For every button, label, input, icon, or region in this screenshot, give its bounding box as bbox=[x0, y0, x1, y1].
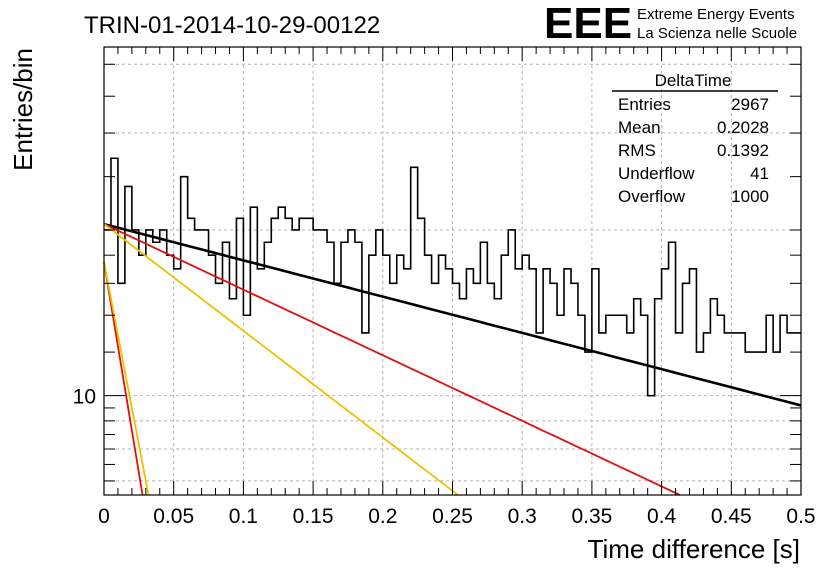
x-tick-label: 0.3 bbox=[508, 505, 537, 528]
x-tick-label: 0 bbox=[98, 505, 110, 528]
x-tick-label: 0.35 bbox=[571, 505, 612, 528]
fit-curve-1 bbox=[103, 222, 802, 407]
stats-label-rms: RMS bbox=[618, 141, 656, 160]
x-tick-label: 0.1 bbox=[229, 505, 258, 528]
x-tick-label: 0.45 bbox=[711, 505, 752, 528]
stats-label-underflow: Underflow bbox=[618, 164, 695, 183]
stats-value-underflow: 41 bbox=[750, 164, 769, 183]
x-tick-label: 0.5 bbox=[786, 505, 815, 528]
eee-logo: EEE Extreme Energy Events La Scienza nel… bbox=[544, 0, 797, 48]
grid-lines bbox=[104, 47, 801, 495]
histogram-layer bbox=[104, 157, 801, 397]
chart-title: TRIN-01-2014-10-29-00122 bbox=[84, 12, 380, 39]
x-tick-label: 0.15 bbox=[293, 505, 334, 528]
stats-label-entries: Entries bbox=[618, 95, 671, 114]
x-tick-label: 0.4 bbox=[647, 505, 677, 528]
fit-curve-2 bbox=[103, 223, 681, 496]
stats-label-mean: Mean bbox=[618, 118, 661, 137]
logo-line1: Extreme Energy Events bbox=[637, 6, 795, 23]
fit-curve-3 bbox=[103, 223, 459, 496]
fit-curve-5 bbox=[103, 261, 150, 496]
x-tick-label: 0.2 bbox=[368, 505, 397, 528]
stats-title: DeltaTime bbox=[655, 71, 732, 90]
y-axis-label: Entries/bin bbox=[8, 48, 38, 171]
logo-letters: EEE bbox=[544, 0, 632, 48]
stats-label-overflow: Overflow bbox=[618, 187, 686, 206]
x-axis-label: Time difference [s] bbox=[588, 534, 800, 564]
y-tick-label: 10 bbox=[73, 386, 96, 409]
stats-value-mean: 0.2028 bbox=[717, 118, 769, 137]
x-tick-label: 0.25 bbox=[432, 505, 473, 528]
x-tick-label: 0.05 bbox=[153, 505, 194, 528]
axis-ticks: 0 0.05 0.1 0.15 0.2 0.25 0.3 0.35 0.4 0.45 0.5 10 bbox=[73, 47, 816, 528]
fit-curve-4 bbox=[103, 261, 144, 496]
stats-value-rms: 0.1392 bbox=[717, 141, 769, 160]
fit-curves-layer bbox=[103, 222, 802, 496]
logo-line2: La Scienza nelle Scuole bbox=[637, 25, 797, 42]
stats-value-entries: 2967 bbox=[731, 95, 769, 114]
stats-value-overflow: 1000 bbox=[731, 187, 769, 206]
stats-box: DeltaTime Entries 2967 Mean 0.2028 RMS 0… bbox=[612, 71, 778, 206]
histogram-steps bbox=[104, 157, 801, 397]
